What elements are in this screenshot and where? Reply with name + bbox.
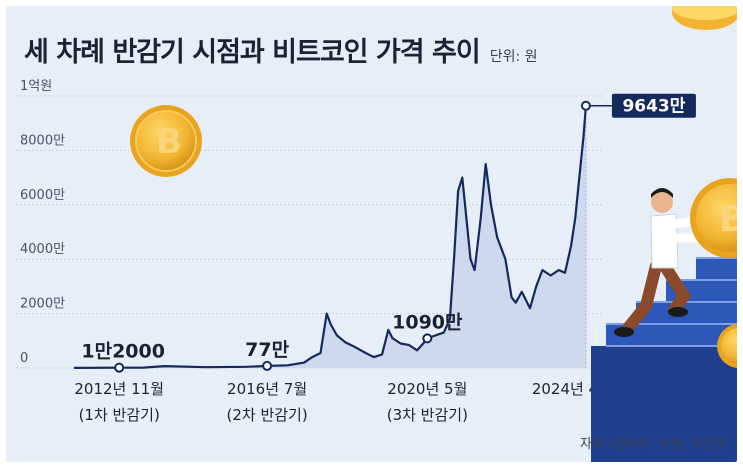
price-line xyxy=(73,105,587,369)
callout-box xyxy=(611,93,696,118)
staircase-illustration xyxy=(591,257,737,462)
data-label: 9643만 xyxy=(622,97,685,117)
x-tick-sublabel: (2차 반감기) xyxy=(226,406,307,424)
data-label: 1만2000 xyxy=(81,341,165,363)
bitcoin-coin-icon xyxy=(717,324,737,368)
data-point-marker xyxy=(114,362,125,373)
chart-card: 1억원 8000만 6000만 4000만 2000만 0 2012년 11월 (1차 반감… xyxy=(6,6,737,462)
y-tick-label: 0 xyxy=(20,351,28,366)
y-tick-label: 4000만 xyxy=(20,242,65,257)
data-label: 77만 xyxy=(245,339,289,361)
x-tick-label: 2016년 7월 xyxy=(227,380,307,398)
data-label: 1090만 xyxy=(392,311,463,333)
x-tick-sublabel: (3차 반감기) xyxy=(387,406,468,424)
unit-label: 단위: 원 xyxy=(489,49,538,65)
data-point-marker xyxy=(262,360,273,371)
chart-title: 세 차례 반감기 시점과 비트코인 가격 추이 xyxy=(24,37,481,68)
data-point-marker xyxy=(580,100,591,111)
x-tick-sublabel: (1차 반감기) xyxy=(79,406,160,424)
y-tick-label: 6000만 xyxy=(20,188,65,203)
y-tick-label: 8000만 xyxy=(20,133,65,148)
bitcoin-coin-icon: B xyxy=(690,178,737,258)
x-tick-label: 2020년 5월 xyxy=(387,380,467,398)
x-tick-label: 2012년 11월 xyxy=(74,380,164,398)
source-note: 자료=업비트, 빗썸, 코인마 xyxy=(579,437,727,452)
title-row: 세 차례 반감기 시점과 비트코인 가격 추이 단위: 원 xyxy=(24,30,538,69)
price-area xyxy=(74,105,586,368)
data-point-marker xyxy=(422,333,433,344)
y-tick-label: 2000만 xyxy=(20,297,65,312)
y-tick-label: 1억원 xyxy=(20,79,52,94)
svg-text:B: B xyxy=(719,199,737,240)
bitcoin-coin-icon: B xyxy=(130,105,202,177)
bitcoin-coin-icon xyxy=(672,6,737,30)
chart-svg: 1억원 8000만 6000만 4000만 2000만 0 2012년 11월 (1차 반감… xyxy=(16,6,737,462)
svg-text:B: B xyxy=(156,122,182,162)
